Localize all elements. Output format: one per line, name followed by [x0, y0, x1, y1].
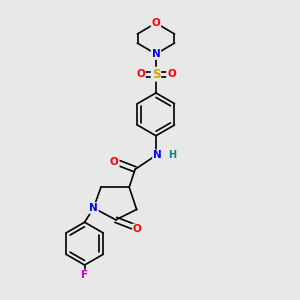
- Text: H: H: [168, 150, 176, 160]
- Text: N: N: [153, 150, 162, 160]
- Text: O: O: [167, 69, 176, 79]
- Text: S: S: [152, 68, 160, 81]
- Text: O: O: [152, 18, 160, 28]
- Text: N: N: [89, 203, 98, 213]
- Text: N: N: [152, 49, 160, 59]
- Text: F: F: [81, 270, 88, 280]
- Text: O: O: [136, 69, 145, 79]
- Text: O: O: [110, 157, 119, 167]
- Text: O: O: [133, 224, 142, 234]
